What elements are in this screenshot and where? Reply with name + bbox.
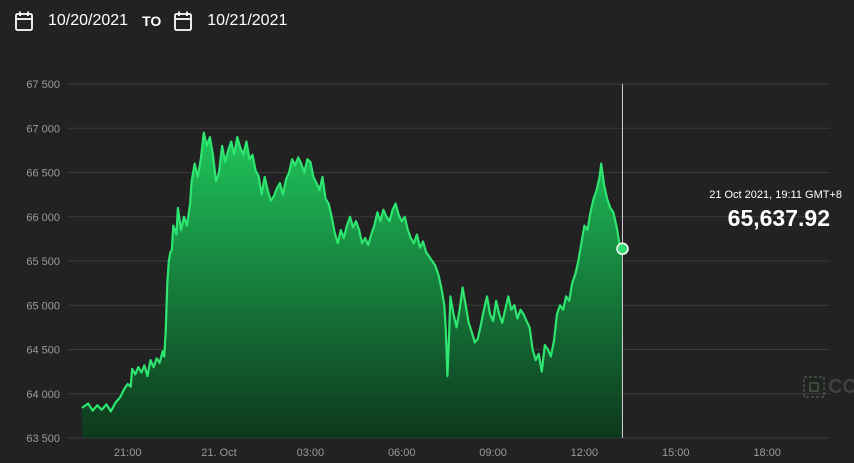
price-line (81, 131, 624, 413)
y-tick-label: 66 500 (26, 168, 60, 180)
x-tick-label: 21:00 (114, 447, 142, 459)
y-tick-label: 64 000 (26, 389, 60, 401)
y-tick-label: 66 000 (26, 212, 60, 224)
price-area (82, 132, 623, 438)
x-axis-ticks: 21:00 21. Oct 03:00 06:00 09:00 12:00 15:00 18:… (114, 447, 781, 459)
watermark-text: CO (828, 376, 854, 398)
tooltip-value: 65,637.92 (728, 205, 830, 231)
y-tick-label: 67 000 (26, 123, 60, 135)
x-tick-label: 21. Oct (201, 447, 236, 459)
calendar-icon[interactable] (14, 10, 34, 32)
tooltip-date: 21 Oct 2021, 19:11 GMT+8 (709, 189, 842, 201)
x-tick-label: 15:00 (662, 447, 690, 459)
x-tick-label: 06:00 (388, 447, 416, 459)
y-tick-label: 65 000 (26, 300, 60, 312)
y-tick-label: 63 500 (26, 433, 60, 445)
start-date[interactable]: 10/20/2021 (48, 12, 129, 29)
date-range-picker: 10/20/2021 TO 10/21/2021 (14, 8, 301, 34)
to-label: TO (142, 13, 162, 29)
x-tick-label: 09:00 (479, 447, 507, 459)
y-tick-label: 65 500 (26, 256, 60, 268)
y-tick-label: 67 500 (26, 79, 60, 91)
calendar-icon[interactable] (173, 10, 193, 32)
highlight-point[interactable] (616, 242, 629, 256)
x-tick-label: 18:00 (753, 447, 781, 459)
y-axis-ticks: 63 500 64 000 64 500 65 000 65 500 66 000 66 5… (26, 79, 60, 445)
y-tick-label: 64 500 (26, 345, 60, 357)
end-date[interactable]: 10/21/2021 (207, 12, 288, 29)
x-tick-label: 03:00 (297, 447, 325, 459)
watermark-logo-icon (803, 376, 825, 398)
x-tick-label: 12:00 (571, 447, 599, 459)
